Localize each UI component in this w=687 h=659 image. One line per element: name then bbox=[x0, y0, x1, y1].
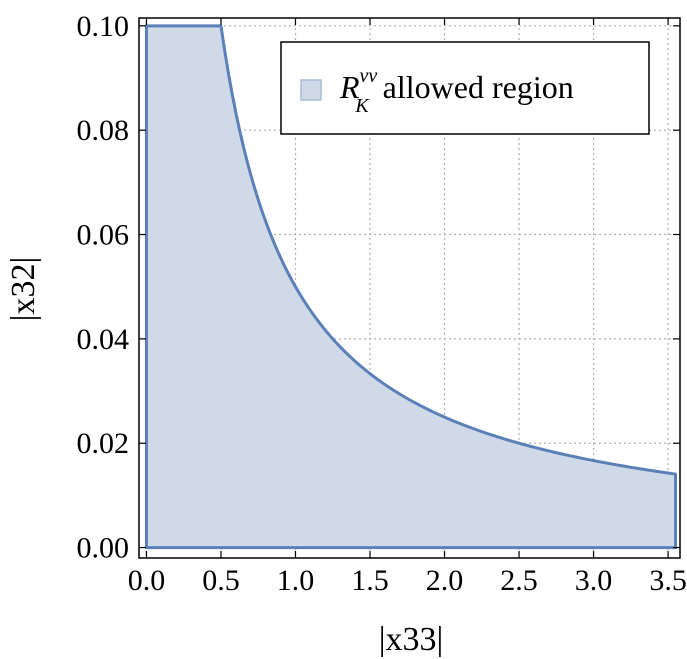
y-tick-label: 0.08 bbox=[77, 114, 130, 147]
legend: Rνν K allowed region bbox=[280, 41, 650, 135]
x-axis-label: |x33| bbox=[379, 621, 444, 658]
y-tick-label: 0.00 bbox=[77, 532, 130, 565]
axis-ticks bbox=[139, 18, 680, 558]
x-tick-label: 0.5 bbox=[202, 564, 240, 597]
allowed-region-area bbox=[146, 25, 676, 548]
legend-label-rest: allowed region bbox=[375, 69, 574, 105]
x-tick-label: 1.5 bbox=[351, 564, 389, 597]
y-tick-label: 0.06 bbox=[77, 219, 130, 252]
y-tick-label: 0.10 bbox=[77, 10, 130, 43]
legend-box bbox=[280, 41, 650, 135]
x-tick-label: 2.0 bbox=[426, 564, 464, 597]
x-tick-labels: 0.0 0.5 1.0 1.5 2.0 2.5 3.0 3.5 bbox=[128, 564, 687, 597]
legend-swatch bbox=[300, 79, 322, 101]
legend-label: Rνν K allowed region bbox=[339, 65, 574, 117]
y-tick-label: 0.02 bbox=[77, 427, 130, 460]
legend-label-subscript: K bbox=[354, 95, 370, 117]
x-tick-label: 3.5 bbox=[649, 564, 687, 597]
allowed-region-outline bbox=[144, 24, 678, 550]
legend-label-main: R bbox=[339, 69, 360, 105]
y-tick-label: 0.04 bbox=[77, 323, 130, 356]
legend-label-superscript: νν bbox=[360, 65, 378, 87]
plot-frame bbox=[138, 17, 681, 559]
x-tick-label: 0.0 bbox=[128, 564, 166, 597]
y-tick-labels: 0.00 0.02 0.04 0.06 0.08 0.10 bbox=[77, 10, 130, 565]
x-tick-label: 2.5 bbox=[500, 564, 538, 597]
y-axis-label: |x32| bbox=[5, 257, 42, 322]
x-tick-label: 1.0 bbox=[277, 564, 315, 597]
x-tick-label: 3.0 bbox=[575, 564, 613, 597]
